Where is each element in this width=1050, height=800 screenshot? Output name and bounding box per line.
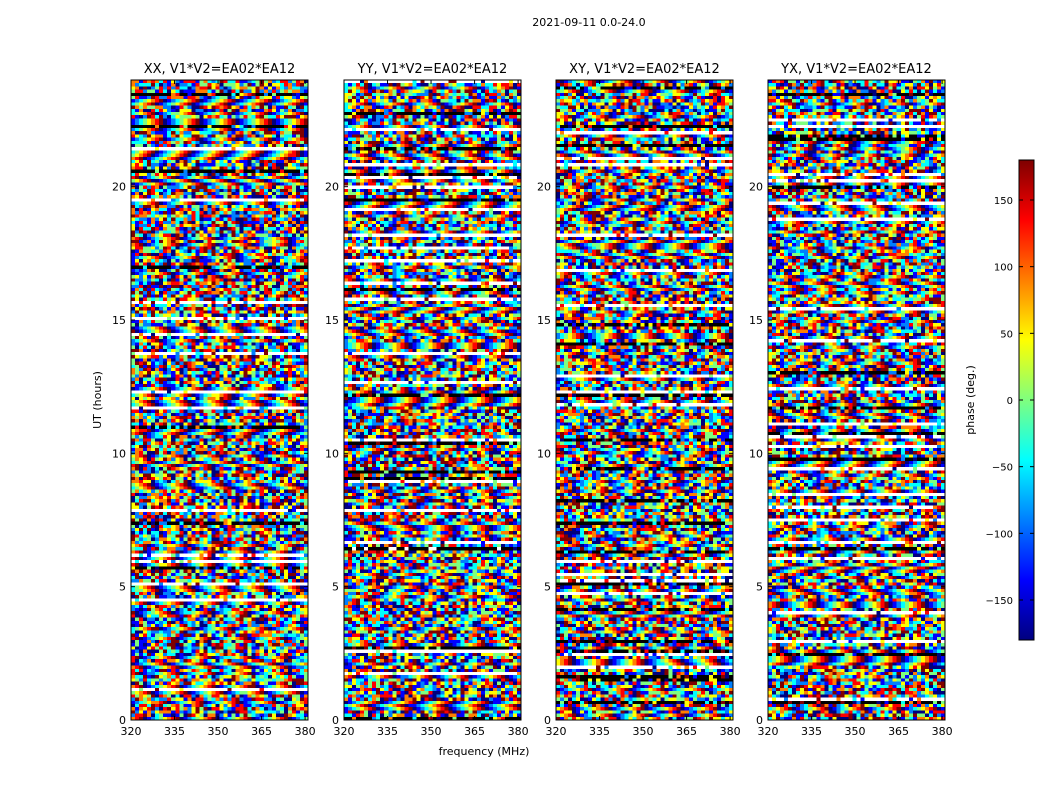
y-tick-label: 10	[749, 447, 763, 460]
y-tick-label: 0	[756, 714, 763, 727]
panels: XX, V1*V2=EA02*EA12 320 335 350 365 380 0 5 10 15…	[112, 62, 953, 738]
y-tick-label: 15	[325, 314, 339, 327]
heatmap-image	[131, 80, 308, 720]
x-tick-label: 335	[589, 725, 610, 738]
panel-title: YY, V1*V2=EA02*EA12	[357, 62, 508, 77]
x-tick-label: 365	[251, 725, 272, 738]
y-tick-label: 5	[332, 581, 339, 594]
x-tick-label: 320	[758, 725, 779, 738]
y-tick-label: 5	[756, 581, 763, 594]
x-tick-label: 365	[464, 725, 485, 738]
panel-xx: XX, V1*V2=EA02*EA12 320 335 350 365 380 0 5 10 15…	[112, 62, 316, 738]
panel-frame	[343, 79, 522, 721]
y-tick-label: 5	[119, 581, 126, 594]
colorbar-tick-label: 0	[1007, 396, 1013, 407]
x-tick-label: 320	[334, 725, 355, 738]
x-tick-label: 380	[720, 725, 741, 738]
x-tick-label: 380	[295, 725, 316, 738]
panel-title: YX, V1*V2=EA02*EA12	[780, 62, 932, 77]
x-tick-label: 335	[377, 725, 398, 738]
heatmap-image	[344, 80, 521, 720]
x-tick-label: 350	[208, 725, 229, 738]
x-tick-label: 335	[801, 725, 822, 738]
y-tick-label: 0	[544, 714, 551, 727]
colorbar-label: phase (deg.)	[964, 365, 977, 435]
y-tick-label: 15	[112, 314, 126, 327]
figure-title: 2021-09-11 0.0-24.0	[532, 16, 645, 29]
y-axis-label: UT (hours)	[91, 371, 104, 429]
x-tick-label: 350	[633, 725, 654, 738]
x-tick-label: 320	[121, 725, 142, 738]
colorbar-tick-label: −150	[986, 596, 1013, 607]
colorbar: 150 100 50 0 −50 −100 −150	[986, 159, 1035, 641]
y-tick-label: 20	[537, 181, 551, 194]
y-tick-label: 20	[112, 181, 126, 194]
x-tick-label: 350	[845, 725, 866, 738]
panel-title: XX, V1*V2=EA02*EA12	[144, 62, 296, 77]
x-tick-label: 320	[546, 725, 567, 738]
y-tick-label: 10	[112, 447, 126, 460]
panel-frame	[555, 79, 734, 721]
colorbar-tick-label: −50	[992, 463, 1013, 474]
y-tick-label: 15	[749, 314, 763, 327]
panel-frame	[130, 79, 309, 721]
panel-title: XY, V1*V2=EA02*EA12	[569, 62, 720, 77]
y-tick-label: 5	[544, 581, 551, 594]
colorbar-tick-label: −100	[986, 529, 1013, 540]
x-tick-label: 365	[676, 725, 697, 738]
x-tick-label: 380	[508, 725, 529, 738]
colorbar-tick-label: 150	[994, 196, 1013, 207]
x-tick-label: 335	[164, 725, 185, 738]
x-tick-label: 350	[421, 725, 442, 738]
heatmap-image	[768, 80, 945, 720]
x-axis-label: frequency (MHz)	[439, 745, 530, 758]
y-tick-label: 20	[749, 181, 763, 194]
x-tick-label: 365	[888, 725, 909, 738]
y-tick-label: 0	[332, 714, 339, 727]
panel-frame	[767, 79, 946, 721]
y-tick-label: 0	[119, 714, 126, 727]
panel-yx: YX, V1*V2=EA02*EA12 320 335 350 365 380 0 5 10 15…	[749, 62, 953, 738]
y-tick-label: 10	[325, 447, 339, 460]
panel-yy: YY, V1*V2=EA02*EA12 320 335 350 365 380 0 5 10 15…	[325, 62, 529, 738]
panel-xy: XY, V1*V2=EA02*EA12 320 335 350 365 380 0 5 10 15…	[537, 62, 741, 738]
colorbar-tick-label: 50	[1000, 329, 1013, 340]
y-tick-label: 10	[537, 447, 551, 460]
colorbar-tick-label: 100	[994, 263, 1013, 274]
y-tick-label: 20	[325, 181, 339, 194]
heatmap-image	[556, 80, 733, 720]
y-tick-label: 15	[537, 314, 551, 327]
x-tick-label: 380	[932, 725, 953, 738]
